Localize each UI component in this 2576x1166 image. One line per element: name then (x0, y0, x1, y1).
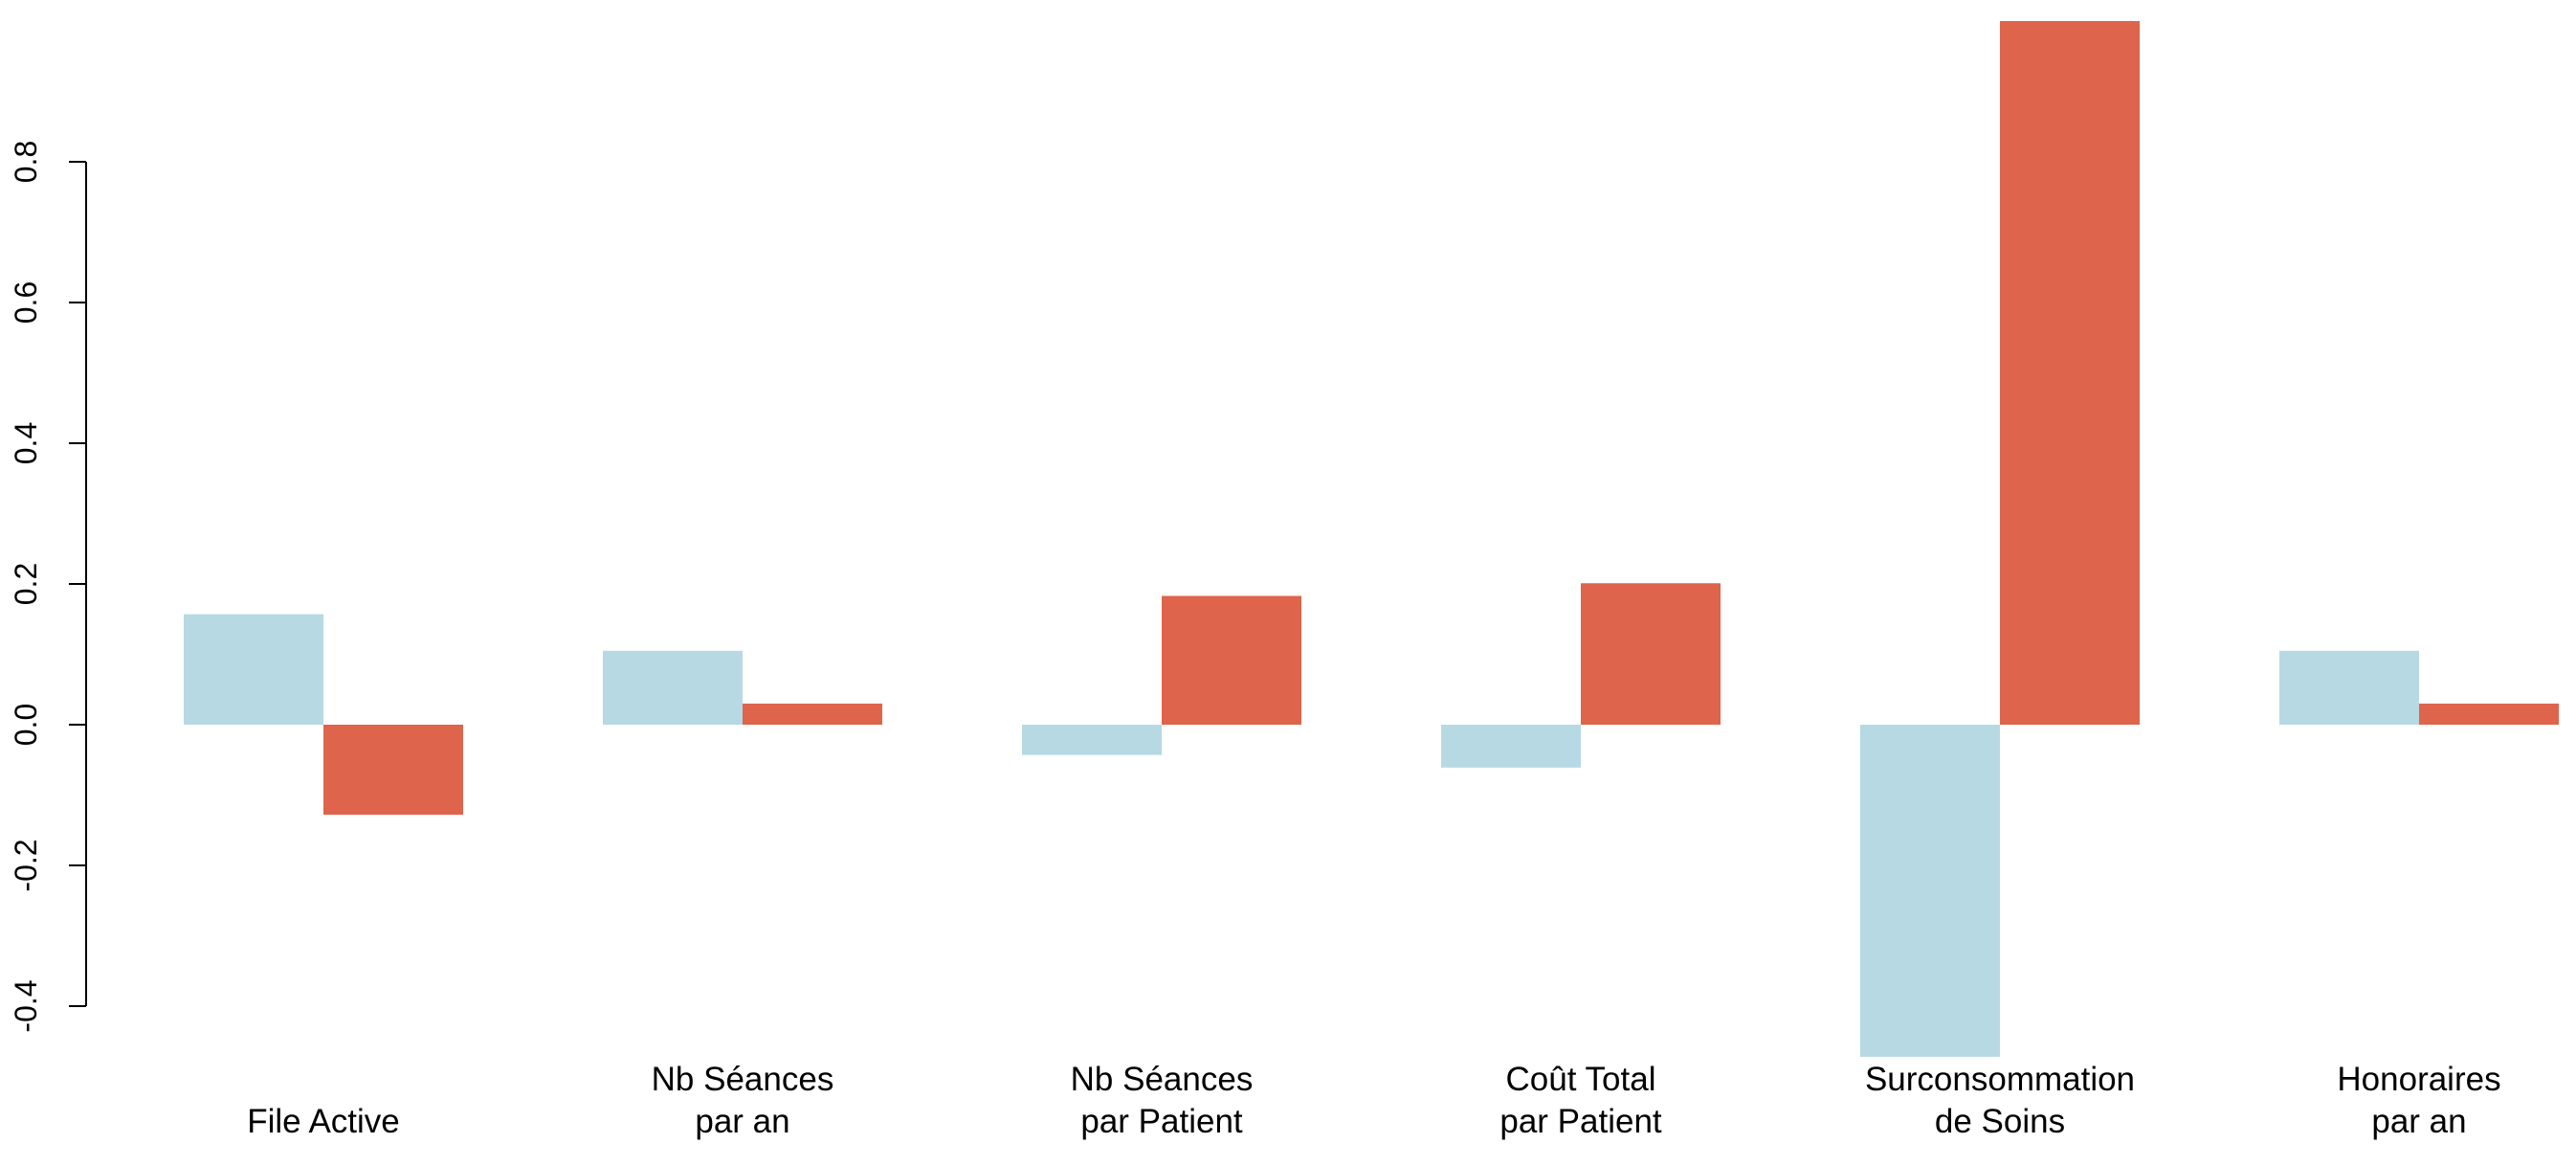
bar-series-1 (1860, 725, 2000, 1057)
y-tick-label: 0.0 (9, 704, 43, 746)
category-label: par an (2371, 1103, 2466, 1140)
bar-series-2 (323, 725, 463, 816)
bars (184, 21, 2559, 1057)
category-label: File Active (247, 1103, 400, 1140)
category-label: Honoraires (2337, 1061, 2500, 1098)
bar-series-1 (603, 650, 743, 725)
category-label: de Soins (1935, 1103, 2065, 1140)
category-label: par Patient (1499, 1103, 1662, 1140)
category-label: par an (695, 1103, 789, 1140)
category-label: Nb Séances (1071, 1061, 1254, 1098)
category-label: Nb Séances (652, 1061, 834, 1098)
y-tick-label: 0.6 (9, 281, 43, 324)
category-label: Surconsommation (1865, 1061, 2135, 1098)
category-label: par Patient (1080, 1103, 1243, 1140)
bar-series-1 (2279, 650, 2419, 725)
y-tick-label: 0.8 (9, 141, 43, 183)
y-tick-label: -0.4 (9, 979, 43, 1032)
bar-series-2 (743, 703, 882, 725)
bar-series-2 (1162, 595, 1301, 725)
bar-series-1 (1441, 725, 1581, 768)
y-tick-label: 0.2 (9, 563, 43, 605)
category-label: Coût Total (1506, 1061, 1656, 1098)
y-axis: -0.4 -0.2 0.0 0.2 0.4 0.6 0.8 (9, 141, 87, 1033)
y-tick-label: 0.4 (9, 422, 43, 464)
bar-series-1 (1022, 725, 1162, 755)
x-axis-labels: File Active Nb Séances par an Nb Séances par… (247, 1061, 2500, 1140)
bar-series-2 (2000, 21, 2140, 725)
y-tick-label: -0.2 (9, 839, 43, 891)
bar-series-2 (1581, 583, 1721, 725)
bar-series-1 (184, 614, 323, 725)
bar-series-2 (2419, 703, 2559, 725)
